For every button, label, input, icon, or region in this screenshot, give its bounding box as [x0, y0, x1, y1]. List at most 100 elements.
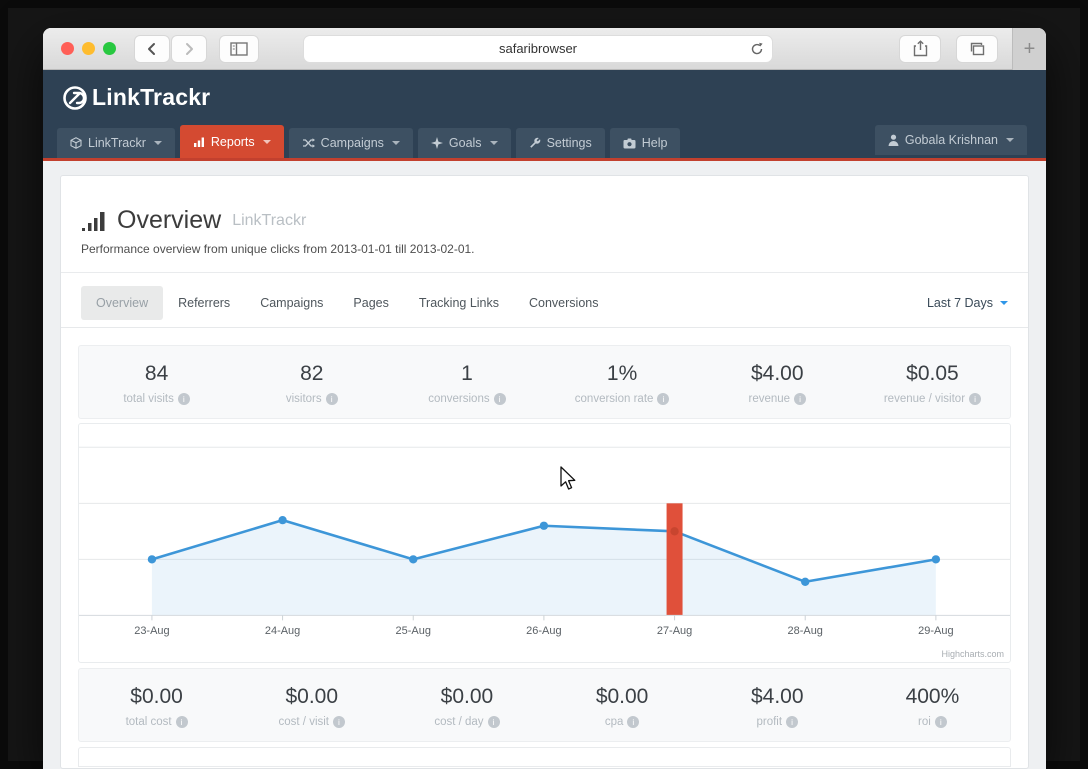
stat-label: revenue — [748, 393, 791, 405]
nav-item-goals[interactable]: Goals — [417, 128, 511, 158]
zoom-window-button[interactable] — [103, 42, 116, 55]
stat-profit: $4.00 profit i — [700, 684, 855, 728]
info-icon[interactable]: i — [177, 393, 190, 405]
chevron-down-icon — [489, 141, 498, 145]
nav-item-label: Help — [641, 136, 668, 150]
tab-campaigns[interactable]: Campaigns — [260, 296, 324, 310]
stat-revenue: $4.00 revenue i — [700, 361, 855, 405]
stat-value: $0.00 — [440, 685, 494, 708]
info-icon[interactable]: i — [969, 393, 982, 405]
sidebar-button[interactable] — [219, 34, 259, 63]
share-button[interactable] — [899, 34, 941, 63]
tab-overview[interactable]: Overview — [81, 286, 164, 320]
stat-label: conversion rate — [574, 393, 654, 405]
new-tab-button[interactable]: + — [1012, 28, 1046, 70]
nav-item-settings[interactable]: Settings — [515, 128, 605, 158]
info-icon[interactable]: i — [794, 393, 807, 405]
x-axis-label: 26-Aug — [526, 625, 561, 637]
nav-item-label: Settings — [546, 136, 592, 150]
stat-label: cpa — [604, 716, 624, 728]
stats-panel-top: 84 total visits i 82 visitors i 1 conversions i 1… — [78, 345, 1011, 419]
page-title: Overview — [117, 206, 222, 234]
x-axis-label: 27-Aug — [657, 625, 692, 637]
logo-text: LinkTrackr — [92, 84, 211, 110]
nav-item-help[interactable]: Help — [609, 128, 681, 158]
goals-icon — [430, 137, 443, 149]
tab-overview-button[interactable] — [956, 34, 998, 63]
stat-label: roi — [918, 716, 931, 728]
x-axis-label: 23-Aug — [134, 625, 169, 637]
stat-conversions: 1 conversions i — [389, 361, 544, 405]
reload-icon[interactable] — [750, 42, 764, 56]
report-tabbar: Overview Referrers Campaigns Pages Tracking … — [61, 273, 1028, 328]
user-menu-label: Gobala Krishnan — [904, 133, 998, 147]
nav-item-campaigns[interactable]: Campaigns — [288, 128, 413, 158]
minimize-window-button[interactable] — [82, 42, 95, 55]
stat-label: total cost — [125, 716, 172, 728]
toolbar-right-group — [899, 34, 998, 63]
tab-tracking-links[interactable]: Tracking Links — [418, 296, 499, 310]
info-icon[interactable]: i — [175, 716, 188, 728]
nav-item-label: Campaigns — [320, 136, 384, 150]
stat-conversion-rate: 1% conversion rate i — [545, 361, 700, 405]
info-icon[interactable]: i — [786, 716, 799, 728]
stat-value: 82 — [300, 362, 324, 385]
visits-line-chart[interactable]: 23-Aug 24-Aug 25-Aug 26-Aug 27-Aug 28-Aug 29-A… — [79, 424, 1010, 662]
help-icon — [623, 138, 636, 149]
stat-revenue-visitor: $0.05 revenue / visitor i — [855, 361, 1010, 405]
bar-chart-icon — [193, 136, 205, 148]
info-icon[interactable]: i — [493, 393, 506, 405]
stats-panel-bottom: $0.00 total cost i $0.00 cost / visit i $0.00 c… — [78, 668, 1011, 742]
info-icon[interactable]: i — [627, 716, 640, 728]
stat-cost-visit: $0.00 cost / visit i — [234, 684, 389, 728]
stat-value: $0.00 — [285, 685, 339, 708]
chevron-down-icon — [1006, 138, 1014, 142]
visits-chart-panel[interactable]: 23-Aug 24-Aug 25-Aug 26-Aug 27-Aug 28-Aug 29-A… — [78, 423, 1011, 663]
chevron-down-icon — [1000, 301, 1008, 305]
highcharts-credits[interactable]: Highcharts.com — [941, 649, 1004, 659]
info-icon[interactable]: i — [487, 716, 500, 728]
main-nav: LinkTrackr Reports Campaigns Goals Settings H… — [43, 125, 1046, 158]
chevron-down-icon — [153, 141, 162, 145]
nav-item-linktrackr[interactable]: LinkTrackr — [57, 128, 175, 158]
stat-value: $0.00 — [595, 685, 649, 708]
info-icon[interactable]: i — [657, 393, 670, 405]
stat-total-visits: 84 total visits i — [79, 361, 234, 405]
stat-value: 84 — [144, 362, 169, 385]
tab-conversions[interactable]: Conversions — [529, 296, 599, 310]
close-window-button[interactable] — [61, 42, 74, 55]
stat-roi: 400% roi i — [855, 684, 1010, 728]
x-axis-label: 29-Aug — [918, 625, 953, 637]
chevron-down-icon — [262, 139, 271, 144]
stat-value: $4.00 — [750, 362, 804, 385]
nav-item-label: Reports — [210, 134, 255, 149]
user-menu[interactable]: Gobala Krishnan — [874, 125, 1027, 155]
date-range-label: Last 7 Days — [926, 296, 993, 310]
info-icon[interactable]: i — [333, 716, 345, 728]
nav-item-label: LinkTrackr — [88, 136, 146, 150]
forward-button[interactable] — [171, 34, 207, 63]
next-panel-stub — [78, 747, 1011, 767]
info-icon[interactable]: i — [325, 393, 338, 405]
app-masthead: LinkTrackr LinkTrackr Reports Campaigns Goa… — [43, 70, 1046, 161]
nav-item-reports[interactable]: Reports — [179, 125, 284, 158]
window-controls — [61, 42, 116, 55]
address-bar-text: safaribrowser — [498, 41, 578, 56]
page-title-brand: LinkTrackr — [232, 211, 307, 229]
address-bar[interactable]: safaribrowser — [303, 34, 773, 63]
date-range-selector[interactable]: Last 7 Days — [927, 296, 1008, 310]
report-card: Overview LinkTrackr Performance overview… — [60, 175, 1029, 769]
x-axis-label: 25-Aug — [396, 625, 431, 637]
stat-label: visitors — [285, 393, 322, 405]
stat-total-cost: $0.00 total cost i — [79, 684, 234, 728]
back-button[interactable] — [134, 34, 170, 63]
cube-icon — [70, 137, 82, 149]
tab-pages[interactable]: Pages — [353, 296, 389, 310]
stat-value: $0.05 — [906, 362, 959, 385]
stat-value: $0.00 — [130, 685, 183, 708]
tab-referrers[interactable]: Referrers — [178, 296, 231, 310]
stat-value: $4.00 — [750, 685, 804, 708]
linktrackr-logo[interactable]: LinkTrackr — [61, 84, 210, 112]
info-icon[interactable]: i — [934, 716, 947, 728]
page-content: Overview LinkTrackr Performance overview… — [43, 161, 1046, 769]
